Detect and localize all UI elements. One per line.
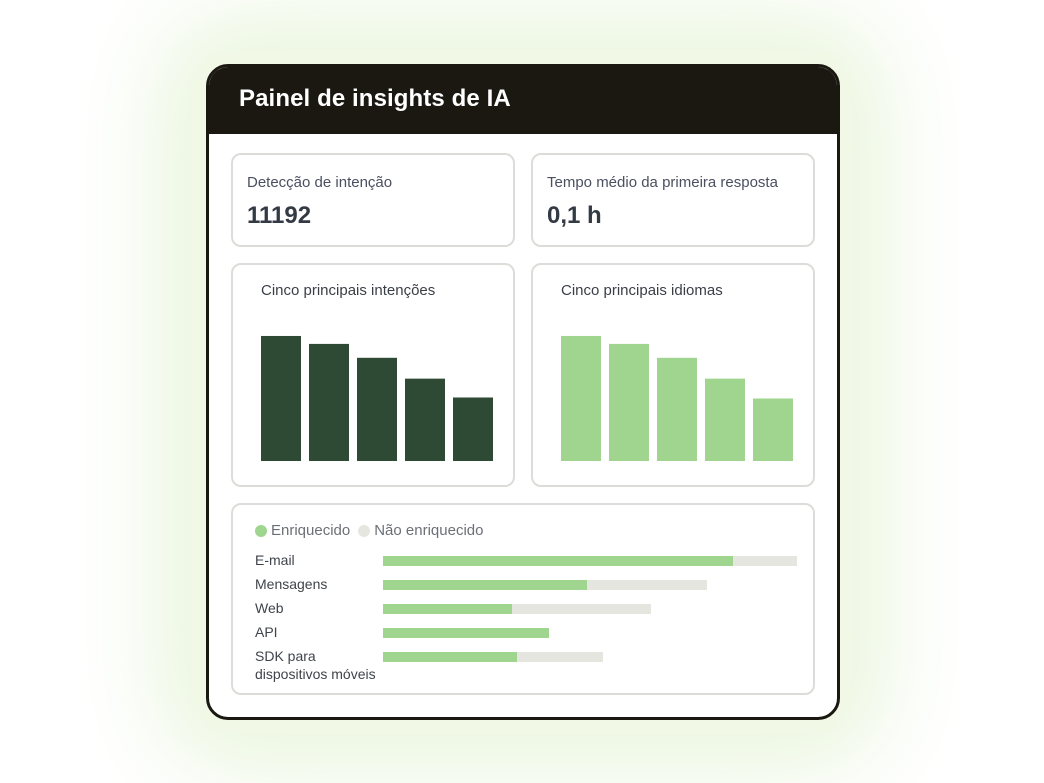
channel-label: SDK para dispositivos móveis <box>255 648 376 682</box>
top-intents-chart <box>261 335 493 461</box>
channel-bar-not-enriched <box>383 580 707 590</box>
stat-card-first-response-time: Tempo médio da primeira resposta 0,1 h <box>531 153 815 247</box>
channel-bar-not-enriched <box>383 628 549 638</box>
bar-5 <box>753 398 793 461</box>
stat-label: Detecção de intenção <box>247 174 393 191</box>
bar-3 <box>357 357 397 461</box>
channel-bar-enriched <box>383 604 512 614</box>
channel-bar-enriched <box>383 580 587 590</box>
stat-value: 0,1 h <box>547 202 602 229</box>
channel-bar-enriched <box>383 628 549 638</box>
channel-bar-not-enriched <box>383 652 603 662</box>
bar-1 <box>561 335 601 461</box>
channel-label: Web <box>255 600 284 616</box>
top-languages-chart-card: Cinco principais idiomas <box>531 263 815 487</box>
legend-item-not-enriched: Não enriquecido <box>358 522 483 539</box>
channel-label: Mensagens <box>255 576 328 592</box>
bar-4 <box>405 378 445 461</box>
insights-panel: Painel de insights de IA Detecção de int… <box>206 64 840 720</box>
bar-3 <box>657 357 697 461</box>
bar-2 <box>309 343 349 461</box>
top-languages-chart <box>561 335 793 461</box>
legend-label: Não enriquecido <box>374 522 484 539</box>
channel-label: E-mail <box>255 552 295 568</box>
channel-bar-enriched <box>383 556 733 566</box>
bar-1 <box>261 335 301 461</box>
chart-title: Cinco principais idiomas <box>561 282 723 299</box>
channel-bar-not-enriched <box>383 604 651 614</box>
legend: Enriquecido Não enriquecido <box>255 522 491 539</box>
panel-title: Painel de insights de IA <box>239 85 511 112</box>
legend-swatch <box>358 524 371 537</box>
legend-swatch <box>255 524 267 537</box>
legend-label: Enriquecido <box>271 522 351 539</box>
stat-value: 11192 <box>247 202 312 229</box>
channel-label: API <box>255 624 278 640</box>
top-intents-chart-card: Cinco principais intenções <box>231 263 515 487</box>
bar-5 <box>453 397 493 461</box>
channel-bar-not-enriched <box>383 556 797 566</box>
enrichment-by-channel-card: Enriquecido Não enriquecido E-mail Mensag… <box>231 503 815 695</box>
channel-bar-enriched <box>383 652 517 662</box>
panel-header: Painel de insights de IA <box>209 67 837 134</box>
legend-item-enriched: Enriquecido <box>255 522 350 539</box>
chart-title: Cinco principais intenções <box>261 282 436 299</box>
stat-card-intent-detection: Detecção de intenção 11192 <box>231 153 515 247</box>
bar-2 <box>609 343 649 461</box>
bar-4 <box>705 378 745 461</box>
stat-label: Tempo médio da primeira resposta <box>547 174 778 191</box>
